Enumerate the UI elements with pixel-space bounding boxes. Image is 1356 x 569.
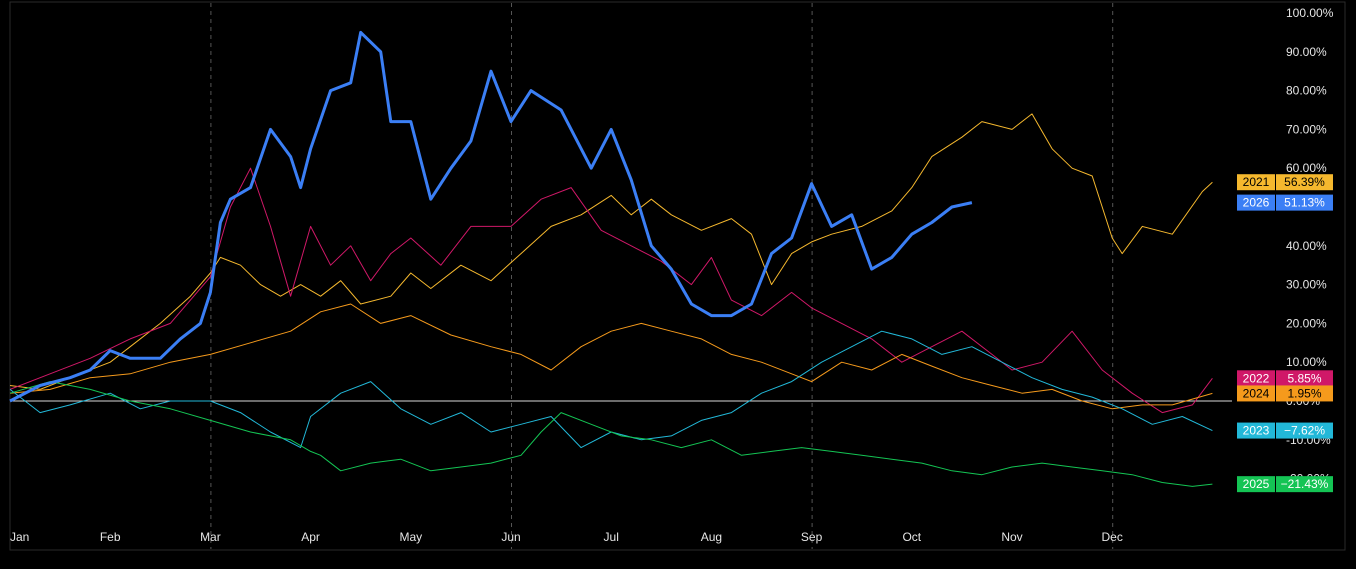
badge-value-bg [1276, 194, 1333, 211]
x-tick-label-aug: Aug [701, 530, 722, 544]
x-tick-label-oct: Oct [902, 530, 921, 544]
badge-year-label: 2021 [1243, 175, 1270, 189]
x-tick-label-nov: Nov [1001, 530, 1022, 544]
badge-value-bg [1276, 385, 1333, 402]
x-tick-label-feb: Feb [100, 530, 121, 544]
series-line-2026 [9, 30, 973, 403]
series-line-2021 [9, 113, 1213, 390]
value-badge-2022: 2022 5.85% [1237, 370, 1333, 387]
y-tick-label: 20.00% [1286, 316, 1327, 330]
badge-value-label: 51.13% [1284, 196, 1325, 210]
x-tick-label-jun: Jun [501, 530, 520, 544]
y-tick-label: 100.00% [1286, 6, 1334, 20]
badge-value-label: 1.95% [1287, 386, 1321, 400]
badge-year-label: 2026 [1243, 196, 1270, 210]
value-badge-2024: 2024 1.95% [1237, 385, 1333, 402]
value-badge-2025: 2025 −21.43% [1237, 476, 1333, 493]
badge-year-label: 2023 [1243, 424, 1270, 438]
badge-value-bg [1276, 174, 1333, 191]
y-tick-label: 80.00% [1286, 84, 1327, 98]
x-tick-label-dec: Dec [1102, 530, 1123, 544]
x-tick-label-mar: Mar [200, 530, 221, 544]
x-tick-label-may: May [399, 530, 422, 544]
badge-year-label: 2022 [1243, 371, 1270, 385]
y-tick-label: 30.00% [1286, 278, 1327, 292]
badge-value-label: 5.85% [1287, 371, 1321, 385]
x-tick-label-sep: Sep [801, 530, 823, 544]
badge-value-label: −7.62% [1284, 424, 1325, 438]
y-tick-label: 10.00% [1286, 355, 1327, 369]
y-tick-label: 70.00% [1286, 122, 1327, 136]
badge-year-bg [1237, 174, 1275, 191]
badge-year-bg [1237, 385, 1275, 402]
series-line-2024 [9, 303, 1213, 410]
badge-year-label: 2024 [1243, 386, 1270, 400]
y-tick-label: 90.00% [1286, 45, 1327, 59]
badge-year-bg [1237, 370, 1275, 387]
badge-year-bg [1237, 476, 1275, 493]
badge-year-bg [1237, 422, 1275, 439]
badge-value-label: −21.43% [1281, 477, 1329, 491]
value-badge-2021: 2021 56.39% [1237, 174, 1333, 191]
x-tick-label-jan: Jan [10, 530, 29, 544]
value-badge-2023: 2023 −7.62% [1237, 422, 1333, 439]
badge-value-label: 56.39% [1284, 175, 1325, 189]
badge-value-bg [1276, 422, 1333, 439]
y-tick-label: 60.00% [1286, 161, 1327, 175]
badge-value-bg [1276, 370, 1333, 387]
badge-year-bg [1237, 194, 1275, 211]
series-line-2025 [9, 381, 1213, 487]
badge-year-label: 2025 [1243, 477, 1270, 491]
x-tick-label-apr: Apr [301, 530, 320, 544]
y-tick-label: 40.00% [1286, 239, 1327, 253]
badge-value-bg [1276, 476, 1333, 493]
value-badge-2026: 2026 51.13% [1237, 194, 1333, 211]
x-tick-label-jul: Jul [604, 530, 619, 544]
